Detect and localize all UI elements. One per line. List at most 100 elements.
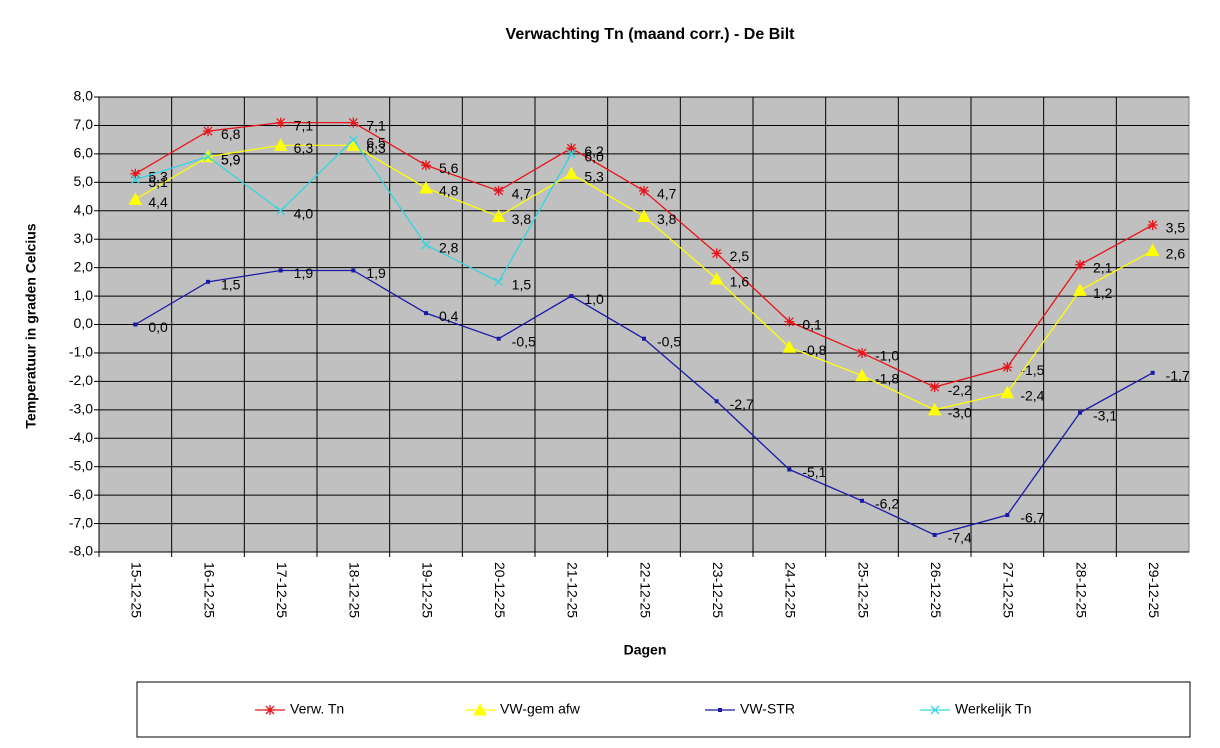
data-label: 2,1	[1093, 259, 1113, 275]
data-point	[491, 209, 506, 222]
data-label: 4,7	[512, 186, 532, 202]
data-point	[855, 368, 869, 382]
data-point	[421, 240, 431, 250]
data-point	[496, 336, 501, 341]
data-point	[130, 168, 141, 179]
data-label: 2,5	[730, 248, 750, 264]
data-point	[639, 185, 649, 196]
data-label: -1,0	[875, 348, 899, 364]
data-point	[857, 347, 867, 358]
y-tick-label: 4,0	[74, 201, 94, 217]
data-point	[1005, 513, 1010, 518]
data-point	[421, 160, 431, 171]
data-label: 6,3	[294, 140, 314, 156]
data-point	[932, 532, 937, 537]
data-label: -1,8	[875, 370, 899, 386]
y-tick-label: 1,0	[74, 287, 94, 303]
legend-marker	[473, 702, 487, 716]
data-label: 5,6	[439, 160, 459, 176]
data-point	[275, 117, 286, 128]
data-point	[1075, 259, 1085, 270]
data-point	[1000, 385, 1015, 399]
x-tick-label: 16-12-25	[201, 562, 217, 618]
data-label: 0,1	[802, 316, 822, 332]
data-point	[1002, 362, 1013, 373]
data-point	[564, 166, 579, 180]
data-label: -0,5	[657, 333, 681, 349]
data-label: 7,1	[366, 117, 386, 133]
data-label: 3,8	[657, 211, 677, 227]
y-tick-label: 7,0	[74, 116, 94, 132]
data-label: 4,7	[657, 186, 677, 202]
data-point	[782, 340, 797, 353]
x-tick-label: 27-12-25	[1001, 562, 1017, 618]
data-point	[569, 294, 574, 299]
data-label: 5,1	[148, 174, 168, 190]
y-tick-label: -5,0	[69, 457, 93, 473]
data-point	[929, 382, 940, 393]
y-tick-label: -8,0	[69, 543, 93, 559]
data-label: 5,9	[221, 151, 241, 167]
data-point	[566, 149, 576, 159]
data-point	[494, 277, 504, 287]
x-tick-label: 17-12-25	[274, 562, 290, 618]
data-point	[278, 268, 283, 273]
data-point	[206, 279, 210, 284]
data-point	[203, 126, 213, 137]
data-label: 1,6	[730, 274, 750, 290]
data-label: 6,0	[584, 149, 604, 165]
data-point	[203, 152, 213, 162]
data-label: 1,5	[512, 277, 532, 293]
data-label: 0,0	[148, 319, 168, 335]
data-point	[133, 322, 138, 327]
data-label: 5,9	[221, 151, 241, 167]
data-label: -7,4	[948, 530, 972, 546]
x-tick-label: 22-12-25	[637, 562, 653, 618]
data-point	[711, 248, 722, 259]
data-point	[860, 498, 864, 503]
data-point	[351, 268, 356, 273]
x-tick-label: 24-12-25	[783, 562, 799, 618]
legend-label: VW-gem afw	[500, 701, 581, 717]
x-tick-label: 26-12-25	[928, 562, 944, 618]
data-label: -0,5	[512, 333, 536, 349]
x-tick-label: 20-12-25	[492, 562, 508, 618]
x-tick-label: 23-12-25	[710, 562, 726, 618]
data-point	[1147, 219, 1158, 230]
data-label: -2,4	[1020, 387, 1044, 403]
data-label: 4,4	[148, 194, 168, 210]
y-tick-label: 0,0	[74, 315, 94, 331]
data-label: -3,1	[1093, 407, 1117, 423]
data-point	[1073, 283, 1087, 296]
data-label: 6,3	[366, 140, 386, 156]
data-point	[1145, 243, 1160, 257]
legend-label: Verw. Tn	[290, 701, 344, 717]
y-tick-label: -3,0	[69, 401, 93, 417]
data-label: -5,1	[802, 464, 826, 480]
data-label: 0,4	[439, 308, 459, 324]
data-label: 6,2	[584, 143, 604, 159]
data-point	[927, 402, 942, 416]
x-tick-label: 15-12-25	[129, 562, 145, 618]
legend-box	[136, 681, 1191, 738]
data-point	[1150, 370, 1155, 375]
legend-marker	[930, 705, 940, 715]
data-point	[493, 185, 504, 196]
legend-label: VW-STR	[740, 701, 795, 717]
data-label: 1,0	[584, 291, 604, 307]
y-tick-label: -2,0	[69, 372, 93, 388]
x-tick-label: 19-12-25	[419, 562, 435, 618]
y-tick-label: -4,0	[69, 429, 93, 445]
data-point	[714, 399, 719, 404]
y-tick-label: -7,0	[69, 514, 93, 530]
data-label: -2,7	[730, 396, 754, 412]
legend-marker	[718, 708, 722, 712]
x-tick-label: 25-12-25	[855, 562, 871, 618]
data-point	[348, 135, 358, 145]
y-tick-label: 3,0	[74, 230, 94, 246]
chart-title: Verwachting Tn (maand corr.) - De Bilt	[506, 26, 796, 43]
data-label: 3,5	[1166, 220, 1186, 236]
data-label: 4,0	[294, 205, 314, 221]
